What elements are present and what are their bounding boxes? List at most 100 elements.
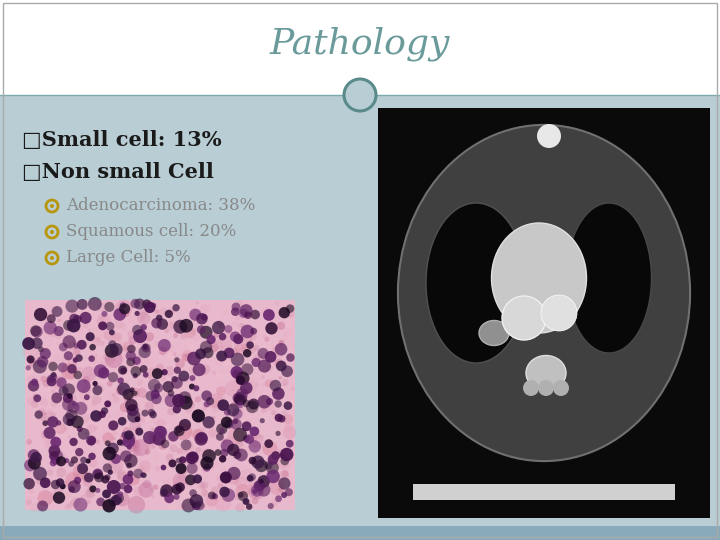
Circle shape: [344, 79, 376, 111]
Circle shape: [133, 403, 140, 410]
Circle shape: [53, 340, 60, 347]
Circle shape: [51, 394, 60, 403]
Circle shape: [189, 314, 198, 322]
Circle shape: [93, 457, 97, 462]
Circle shape: [160, 308, 168, 315]
Circle shape: [269, 321, 274, 326]
Circle shape: [208, 393, 223, 408]
Circle shape: [258, 395, 271, 409]
Circle shape: [243, 380, 249, 386]
Circle shape: [85, 305, 94, 314]
Circle shape: [26, 490, 35, 499]
Circle shape: [282, 379, 289, 386]
Circle shape: [281, 456, 289, 465]
Circle shape: [81, 494, 86, 500]
Circle shape: [40, 399, 48, 407]
Circle shape: [242, 421, 251, 431]
Circle shape: [109, 329, 114, 335]
Circle shape: [40, 477, 50, 488]
Circle shape: [102, 499, 116, 512]
Circle shape: [176, 305, 179, 308]
Text: □Non small Cell: □Non small Cell: [22, 162, 214, 182]
Circle shape: [228, 427, 246, 444]
Circle shape: [124, 454, 138, 468]
Circle shape: [110, 355, 117, 362]
Circle shape: [101, 407, 108, 415]
Circle shape: [124, 433, 135, 444]
Circle shape: [239, 406, 244, 411]
Circle shape: [268, 451, 276, 460]
Circle shape: [113, 437, 116, 440]
Circle shape: [260, 367, 266, 373]
Circle shape: [160, 490, 167, 497]
Circle shape: [158, 339, 171, 352]
Circle shape: [53, 489, 65, 501]
Circle shape: [140, 324, 147, 330]
Circle shape: [153, 309, 161, 316]
Circle shape: [171, 376, 178, 382]
Circle shape: [168, 485, 177, 495]
Circle shape: [127, 444, 132, 450]
Circle shape: [282, 448, 289, 456]
Circle shape: [107, 430, 116, 440]
Circle shape: [80, 457, 87, 463]
Circle shape: [66, 300, 78, 313]
Circle shape: [188, 451, 199, 462]
Circle shape: [60, 357, 73, 368]
Circle shape: [186, 465, 192, 471]
Circle shape: [171, 484, 175, 488]
Circle shape: [78, 422, 86, 431]
Circle shape: [96, 314, 112, 329]
Circle shape: [155, 309, 159, 314]
Circle shape: [56, 468, 66, 477]
Circle shape: [222, 438, 228, 443]
Circle shape: [179, 421, 183, 424]
Circle shape: [291, 387, 295, 391]
Circle shape: [194, 377, 200, 382]
Text: □Small cell: 13%: □Small cell: 13%: [22, 130, 222, 150]
Circle shape: [181, 350, 194, 362]
Circle shape: [195, 301, 199, 305]
Circle shape: [145, 332, 154, 341]
Circle shape: [26, 439, 32, 445]
Circle shape: [55, 423, 66, 434]
Circle shape: [279, 307, 290, 319]
Circle shape: [275, 343, 287, 355]
Circle shape: [217, 339, 222, 345]
Circle shape: [264, 337, 269, 342]
Circle shape: [200, 483, 206, 489]
Circle shape: [235, 503, 245, 512]
Circle shape: [233, 368, 243, 379]
Circle shape: [282, 470, 289, 477]
Circle shape: [228, 330, 233, 335]
Circle shape: [113, 396, 120, 402]
Circle shape: [161, 484, 173, 497]
Circle shape: [216, 350, 228, 361]
Circle shape: [189, 478, 199, 488]
Circle shape: [129, 336, 137, 345]
Circle shape: [287, 314, 292, 319]
Circle shape: [280, 448, 294, 461]
Circle shape: [120, 434, 130, 444]
Circle shape: [50, 460, 57, 467]
Circle shape: [41, 419, 48, 426]
Circle shape: [271, 451, 280, 460]
Circle shape: [263, 309, 275, 321]
Circle shape: [249, 336, 258, 345]
Circle shape: [109, 354, 113, 358]
Circle shape: [196, 463, 200, 467]
Circle shape: [255, 383, 259, 387]
Circle shape: [141, 343, 150, 353]
Circle shape: [120, 440, 125, 446]
Circle shape: [130, 366, 141, 377]
Circle shape: [203, 464, 211, 471]
Circle shape: [99, 411, 106, 418]
Circle shape: [119, 385, 127, 393]
Text: Adenocarcinoma: 38%: Adenocarcinoma: 38%: [66, 198, 256, 214]
Circle shape: [30, 402, 33, 404]
Circle shape: [26, 365, 31, 370]
Circle shape: [235, 449, 248, 461]
Circle shape: [55, 478, 64, 487]
Circle shape: [220, 356, 229, 365]
Circle shape: [47, 376, 56, 386]
